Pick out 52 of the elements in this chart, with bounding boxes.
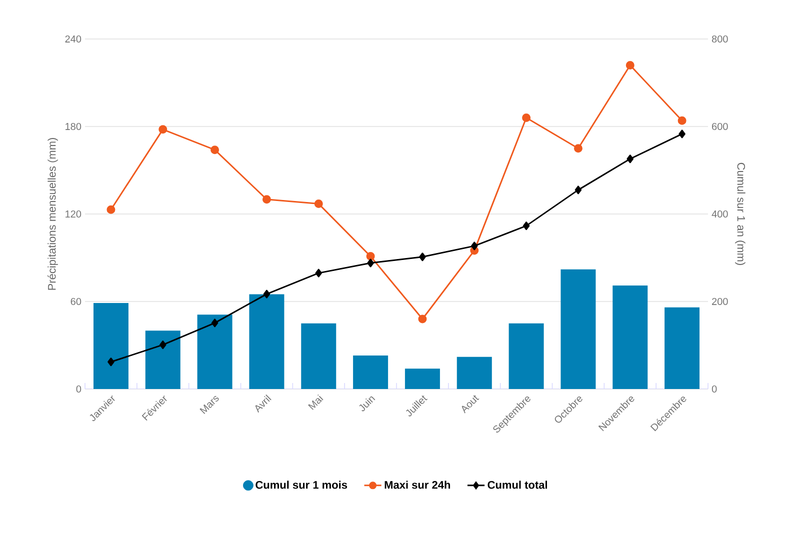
point — [626, 60, 634, 70]
bar — [145, 330, 180, 389]
point — [574, 144, 582, 153]
bar — [301, 323, 336, 389]
point — [471, 242, 478, 250]
point — [366, 252, 375, 261]
y2-tick-label: 200 — [712, 298, 728, 306]
y-axis-title: Précipitations mensuelles (mm) — [48, 138, 58, 290]
y2-tick-label: 600 — [712, 122, 728, 130]
point — [522, 222, 530, 230]
point — [211, 318, 218, 328]
bar — [508, 323, 544, 389]
point — [160, 340, 166, 350]
y-tick-label: 120 — [66, 210, 82, 218]
point — [367, 258, 374, 268]
point — [158, 125, 168, 134]
point — [106, 205, 116, 214]
legend-label: Cumul total — [488, 480, 547, 489]
point — [418, 314, 427, 324]
y2-tick-label: 400 — [712, 210, 728, 218]
legend-label: Maxi sur 24h — [384, 480, 450, 489]
y2-tick-label: 800 — [712, 35, 728, 43]
bar — [93, 302, 128, 389]
x-tick-label: Mai — [308, 394, 324, 410]
y-tick-label: 60 — [70, 298, 82, 306]
legend-label: Cumul sur 1 mois — [256, 480, 348, 489]
bar — [612, 285, 648, 389]
point — [574, 186, 582, 194]
bar — [560, 269, 596, 389]
point — [210, 146, 220, 154]
bar — [353, 355, 388, 389]
bar — [249, 294, 284, 389]
point — [108, 358, 114, 366]
point — [419, 252, 426, 262]
bar — [404, 368, 440, 389]
y2-axis-title: Cumul sur 1 an (mm) — [735, 162, 746, 265]
x-tick-label: Juin — [359, 396, 376, 412]
y-tick-label: 240 — [65, 35, 82, 43]
bar — [664, 307, 700, 389]
point — [678, 130, 686, 138]
point — [678, 116, 686, 125]
point — [315, 268, 322, 278]
point — [522, 113, 531, 122]
y-tick-label: 0 — [76, 385, 82, 393]
point — [263, 290, 270, 298]
y2-tick-label: 0 — [712, 385, 717, 393]
point — [314, 200, 323, 208]
bar — [197, 314, 232, 389]
y-tick-label: 180 — [66, 122, 82, 130]
point — [626, 154, 634, 164]
bar — [456, 356, 492, 389]
point — [262, 195, 271, 204]
